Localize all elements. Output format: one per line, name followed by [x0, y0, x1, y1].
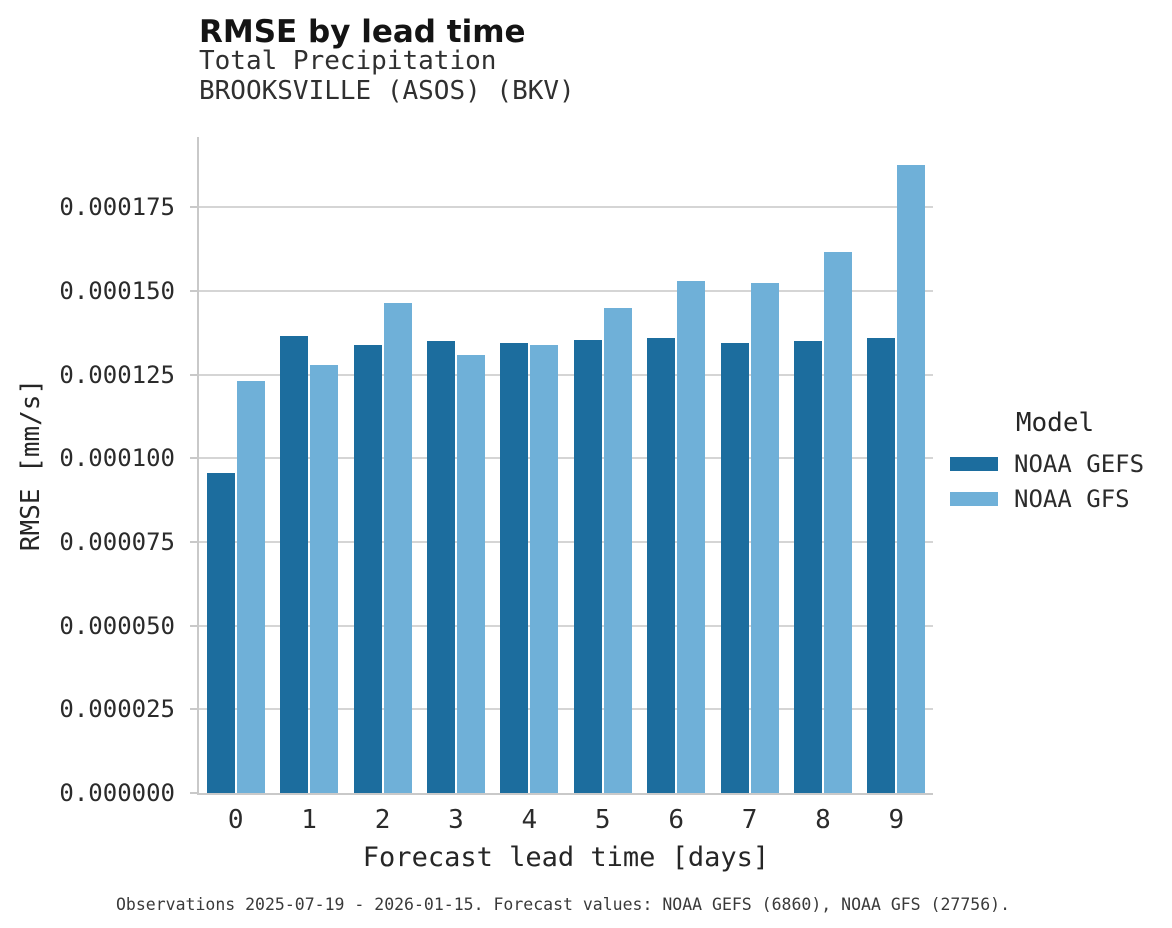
chart-subtitle: Total Precipitation BROOKSVILLE (ASOS) (… — [199, 46, 575, 106]
x-axis-ticks: 0 1 2 3 4 5 6 7 8 9 — [199, 805, 933, 835]
gridline — [199, 624, 933, 627]
bar-noaa-gefs-lead-8 — [793, 341, 822, 793]
y-axis-title: RMSE [mm/s] — [16, 378, 46, 552]
x-tick-label-7: 7 — [741, 805, 758, 835]
y-tick-label: 0.000125 — [59, 360, 175, 389]
gridline — [199, 708, 933, 711]
gridline — [199, 206, 933, 209]
bar-group-lead-7 — [713, 137, 786, 793]
bar-group-lead-5 — [566, 137, 639, 793]
bar-noaa-gefs-lead-3 — [426, 341, 455, 793]
bar-noaa-gefs-lead-9 — [867, 337, 896, 793]
y-tick-mark — [190, 206, 197, 209]
bar-noaa-gefs-lead-1 — [280, 336, 309, 793]
y-tick-mark — [190, 373, 197, 376]
y-tick-mark — [190, 792, 197, 794]
legend-swatch-noaa-gefs — [950, 457, 998, 471]
chart-subtitle-variable: Total Precipitation — [199, 46, 497, 76]
gridline — [199, 540, 933, 543]
bar-group-lead-4 — [493, 137, 566, 793]
x-tick-label-4: 4 — [521, 805, 538, 835]
y-tick-label: 0.000025 — [59, 695, 175, 724]
legend-label-noaa-gefs: NOAA GEFS — [1014, 450, 1145, 478]
legend-entries: NOAA GEFS NOAA GFS — [950, 450, 1160, 513]
y-tick-label: 0.000075 — [59, 527, 175, 556]
gridline — [199, 373, 933, 376]
footer-caption: Observations 2025-07-19 - 2026-01-15. Fo… — [115, 895, 1011, 914]
legend-entry-noaa-gfs: NOAA GFS — [950, 485, 1160, 513]
chart-title: RMSE by lead time — [199, 14, 526, 50]
x-tick-label-3: 3 — [448, 805, 464, 835]
bar-noaa-gfs-lead-6 — [677, 280, 706, 793]
bar-noaa-gefs-lead-5 — [573, 339, 602, 793]
bar-noaa-gfs-lead-9 — [897, 165, 926, 793]
legend-title: Model — [1015, 408, 1095, 438]
bar-noaa-gfs-lead-1 — [310, 364, 339, 793]
x-tick-label-0: 0 — [227, 805, 244, 835]
bar-noaa-gefs-lead-0 — [206, 473, 235, 793]
bar-group-lead-1 — [272, 137, 345, 793]
bar-noaa-gefs-lead-4 — [500, 342, 529, 793]
y-tick-mark — [190, 708, 197, 711]
legend: Model NOAA GEFS NOAA GFS — [950, 408, 1160, 520]
bar-noaa-gfs-lead-0 — [236, 381, 265, 793]
y-tick-label: 0.000000 — [59, 779, 175, 807]
gridline — [199, 289, 933, 292]
x-tick-label-5: 5 — [594, 805, 611, 835]
bar-group-lead-9 — [860, 137, 933, 793]
bar-group-lead-6 — [639, 137, 712, 793]
x-tick-label-8: 8 — [815, 805, 831, 835]
gridline — [199, 457, 933, 460]
bar-noaa-gfs-lead-8 — [823, 252, 852, 793]
x-tick-label-6: 6 — [668, 805, 684, 835]
x-tick-label-9: 9 — [888, 805, 905, 835]
y-tick-mark — [190, 624, 197, 627]
y-tick-label: 0.000175 — [59, 193, 175, 222]
bar-noaa-gefs-lead-2 — [353, 344, 382, 793]
chart-subtitle-station: BROOKSVILLE (ASOS) (BKV) — [199, 75, 575, 106]
bar-noaa-gfs-lead-4 — [530, 344, 559, 793]
x-tick-label-2: 2 — [374, 805, 391, 835]
y-tick-mark — [190, 457, 197, 460]
bar-noaa-gefs-lead-6 — [647, 337, 676, 793]
y-tick-mark — [190, 289, 197, 292]
bar-noaa-gfs-lead-7 — [750, 282, 779, 793]
x-tick-label-1: 1 — [301, 805, 317, 835]
bar-noaa-gfs-lead-5 — [603, 307, 632, 793]
plot-area: 0.000000 0.000025 0.000050 0.000075 0.000100… — [59, 137, 933, 873]
y-tick-label: 0.000150 — [59, 276, 175, 305]
bar-group-lead-2 — [346, 137, 419, 793]
bar-group-lead-8 — [786, 137, 859, 793]
x-axis-title: Forecast lead time [days] — [362, 842, 770, 873]
bars-layer — [199, 137, 933, 793]
y-tick-mark — [190, 540, 197, 543]
bar-group-lead-0 — [199, 137, 272, 793]
legend-entry-noaa-gefs: NOAA GEFS — [950, 450, 1160, 478]
bar-noaa-gefs-lead-7 — [720, 342, 749, 793]
legend-label-noaa-gfs: NOAA GFS — [1014, 485, 1130, 513]
y-tick-label: 0.000050 — [59, 611, 175, 640]
bar-noaa-gfs-lead-3 — [456, 354, 485, 793]
legend-swatch-noaa-gfs — [950, 492, 998, 506]
y-tick-label: 0.000100 — [59, 444, 175, 473]
bar-noaa-gfs-lead-2 — [383, 302, 412, 793]
bar-group-lead-3 — [419, 137, 492, 793]
